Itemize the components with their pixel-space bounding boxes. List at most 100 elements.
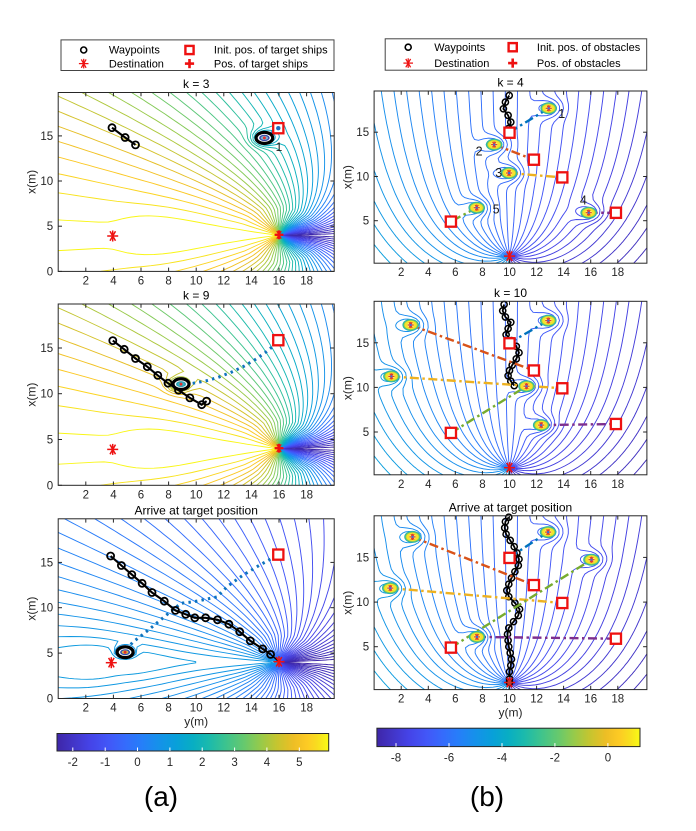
svg-text:16: 16 [584, 694, 597, 706]
svg-text:2: 2 [83, 489, 89, 501]
svg-text:18: 18 [611, 267, 624, 279]
svg-text:x(m): x(m) [25, 597, 39, 621]
svg-text:2: 2 [199, 757, 205, 769]
svg-text:0: 0 [134, 757, 140, 769]
svg-text:10: 10 [503, 267, 516, 279]
svg-text:-1: -1 [100, 757, 110, 769]
svg-text:Init. pos. of target ships: Init. pos. of target ships [214, 45, 328, 57]
svg-text:18: 18 [300, 275, 313, 287]
svg-text:Arrive at target position: Arrive at target position [449, 500, 572, 514]
svg-text:1: 1 [276, 140, 283, 154]
svg-text:0: 0 [605, 753, 611, 765]
svg-text:(a): (a) [144, 781, 178, 812]
svg-text:5: 5 [363, 427, 369, 439]
svg-text:k = 10: k = 10 [494, 286, 527, 300]
svg-text:x(m): x(m) [25, 383, 39, 407]
svg-text:3: 3 [495, 166, 502, 180]
svg-text:4: 4 [425, 479, 432, 491]
svg-text:15: 15 [40, 557, 53, 569]
svg-text:-2: -2 [68, 757, 78, 769]
svg-text:15: 15 [356, 127, 369, 139]
svg-text:10: 10 [190, 703, 203, 715]
svg-text:14: 14 [557, 479, 570, 491]
svg-text:0: 0 [47, 266, 53, 278]
svg-text:12: 12 [530, 267, 543, 279]
svg-text:y(m): y(m) [499, 706, 523, 720]
svg-text:y(m): y(m) [184, 715, 208, 729]
svg-text:Waypoints: Waypoints [109, 45, 160, 57]
svg-text:18: 18 [611, 694, 624, 706]
svg-text:10: 10 [40, 389, 53, 401]
svg-text:4: 4 [425, 694, 432, 706]
svg-text:15: 15 [40, 131, 53, 143]
svg-text:2: 2 [398, 267, 404, 279]
svg-text:10: 10 [356, 382, 369, 394]
svg-text:8: 8 [165, 275, 171, 287]
svg-text:6: 6 [138, 275, 144, 287]
svg-text:14: 14 [245, 275, 258, 287]
svg-text:5: 5 [363, 642, 369, 654]
svg-text:x(m): x(m) [341, 376, 355, 400]
svg-text:5: 5 [363, 216, 369, 228]
svg-text:0: 0 [47, 694, 53, 706]
svg-text:-8: -8 [391, 753, 401, 765]
svg-text:Destination: Destination [434, 58, 489, 70]
svg-text:15: 15 [356, 338, 369, 350]
svg-text:5: 5 [47, 648, 53, 660]
svg-text:8: 8 [479, 267, 485, 279]
svg-text:5: 5 [296, 757, 302, 769]
svg-text:12: 12 [530, 694, 543, 706]
svg-text:10: 10 [503, 694, 516, 706]
svg-text:8: 8 [479, 694, 485, 706]
svg-text:12: 12 [217, 275, 230, 287]
svg-text:(b): (b) [470, 781, 504, 812]
svg-text:Destination: Destination [109, 58, 164, 70]
svg-text:2: 2 [476, 145, 483, 159]
svg-text:3: 3 [231, 757, 237, 769]
svg-text:6: 6 [452, 479, 458, 491]
svg-text:Waypoints: Waypoints [434, 42, 485, 54]
svg-text:4: 4 [110, 703, 117, 715]
svg-text:4: 4 [264, 757, 271, 769]
svg-text:12: 12 [217, 703, 230, 715]
svg-text:6: 6 [452, 694, 458, 706]
svg-text:Init. pos. of obstacles: Init. pos. of obstacles [537, 42, 641, 54]
svg-text:10: 10 [40, 603, 53, 615]
svg-text:2: 2 [398, 694, 404, 706]
svg-text:Arrive at target position: Arrive at target position [134, 503, 257, 517]
svg-text:8: 8 [165, 489, 171, 501]
svg-text:Pos. of obstacles: Pos. of obstacles [537, 58, 621, 70]
svg-text:14: 14 [245, 703, 258, 715]
svg-text:10: 10 [190, 275, 203, 287]
svg-text:4: 4 [110, 489, 117, 501]
svg-text:18: 18 [300, 703, 313, 715]
svg-text:10: 10 [503, 479, 516, 491]
svg-text:-6: -6 [444, 753, 454, 765]
svg-text:2: 2 [83, 703, 89, 715]
svg-text:6: 6 [138, 703, 144, 715]
svg-text:5: 5 [493, 203, 500, 217]
svg-text:4: 4 [425, 267, 432, 279]
svg-text:1: 1 [167, 757, 173, 769]
svg-text:16: 16 [273, 703, 286, 715]
svg-text:x(m): x(m) [341, 591, 355, 615]
svg-text:12: 12 [530, 479, 543, 491]
svg-text:2: 2 [83, 275, 89, 287]
svg-text:x(m): x(m) [341, 165, 355, 189]
svg-text:15: 15 [40, 343, 53, 355]
svg-text:14: 14 [557, 694, 570, 706]
svg-text:14: 14 [557, 267, 570, 279]
svg-text:0: 0 [47, 480, 53, 492]
svg-text:14: 14 [245, 489, 258, 501]
svg-text:k = 4: k = 4 [497, 76, 524, 90]
svg-text:x(m): x(m) [25, 170, 39, 194]
svg-text:Pos. of target ships: Pos. of target ships [214, 58, 309, 70]
svg-text:8: 8 [479, 479, 485, 491]
svg-text:18: 18 [611, 479, 624, 491]
svg-text:1: 1 [558, 107, 565, 121]
svg-text:6: 6 [452, 267, 458, 279]
svg-text:12: 12 [217, 489, 230, 501]
svg-text:16: 16 [273, 489, 286, 501]
svg-text:2: 2 [398, 479, 404, 491]
svg-text:10: 10 [190, 489, 203, 501]
